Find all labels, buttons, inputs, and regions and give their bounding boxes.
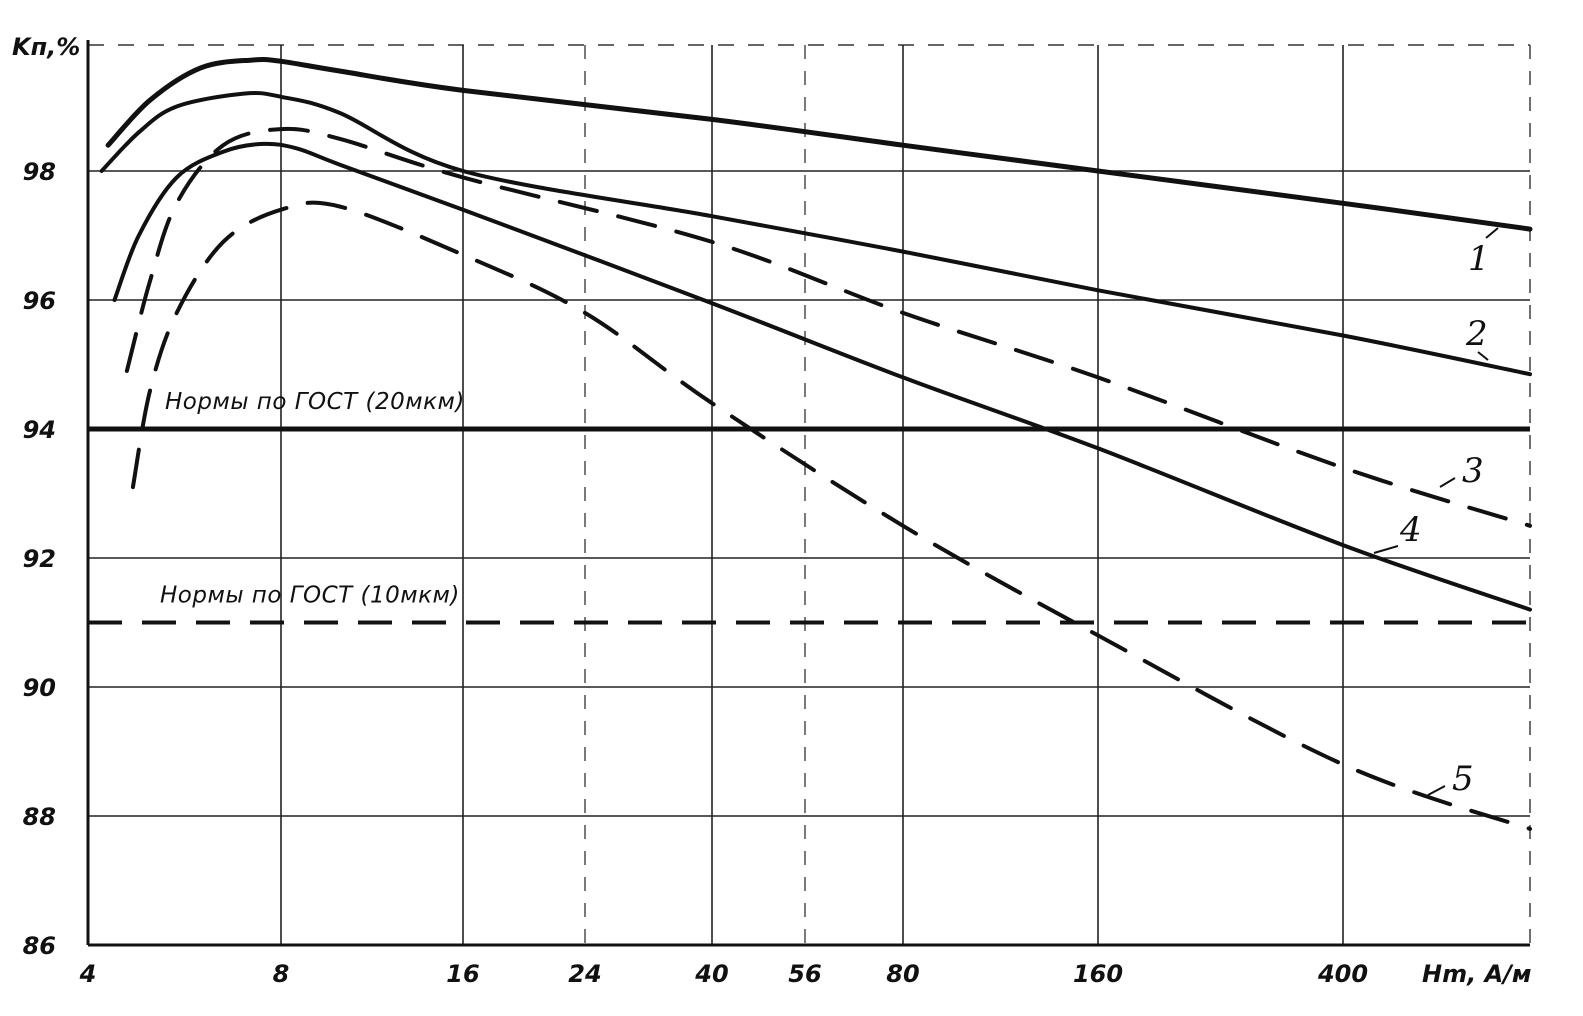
- x-tick-label: 8: [273, 960, 290, 988]
- series-label-leader: [1373, 545, 1399, 554]
- series-label-leader: [1427, 785, 1446, 796]
- series-line-1: [105, 57, 1533, 232]
- y-axis-title: Kп,%: [12, 33, 80, 61]
- reference-line-label: Нормы по ГОСТ (20мкм): [165, 389, 465, 415]
- x-tick-label: 400: [1317, 960, 1368, 988]
- x-axis-title: Hm, A/м: [1422, 960, 1532, 988]
- series-label-2: 2: [1465, 314, 1488, 354]
- x-tick-label: 40: [694, 960, 728, 988]
- series-label-4: 4: [1399, 510, 1422, 550]
- y-tick-label: 94: [23, 416, 56, 444]
- x-tick-label: 160: [1073, 960, 1123, 988]
- x-tick-label: 56: [788, 960, 821, 988]
- series-label-5: 5: [1452, 759, 1474, 799]
- series-line-3: [124, 126, 1532, 528]
- reference-line-label: Нормы по ГОСТ (10мкм): [160, 583, 460, 609]
- grid: [88, 44, 1531, 945]
- series-line-4: [112, 141, 1532, 612]
- reference-lines: [88, 426, 1530, 625]
- series-lines: [99, 57, 1533, 831]
- axes: [86, 40, 1530, 947]
- x-tick-label: 4: [79, 960, 97, 988]
- y-tick-label: 98: [23, 158, 56, 186]
- series-line-2: [99, 90, 1532, 377]
- y-tick-label: 90: [23, 674, 56, 702]
- series-label-1: 1: [1468, 239, 1490, 279]
- y-tick-label: 96: [23, 287, 56, 315]
- y-tick-label: 86: [23, 932, 56, 960]
- series-label-3: 3: [1462, 451, 1484, 491]
- y-tick-label: 92: [23, 545, 56, 573]
- series-line-5: [130, 200, 1532, 831]
- x-tick-label: 80: [886, 960, 919, 988]
- y-tick-label: 88: [23, 803, 56, 831]
- x-tick-label: 24: [568, 960, 601, 988]
- series-label-leader: [1485, 227, 1499, 239]
- x-tick-label: 16: [446, 960, 479, 988]
- series-label-leader: [1477, 351, 1489, 361]
- series-label-leader: [1439, 477, 1456, 488]
